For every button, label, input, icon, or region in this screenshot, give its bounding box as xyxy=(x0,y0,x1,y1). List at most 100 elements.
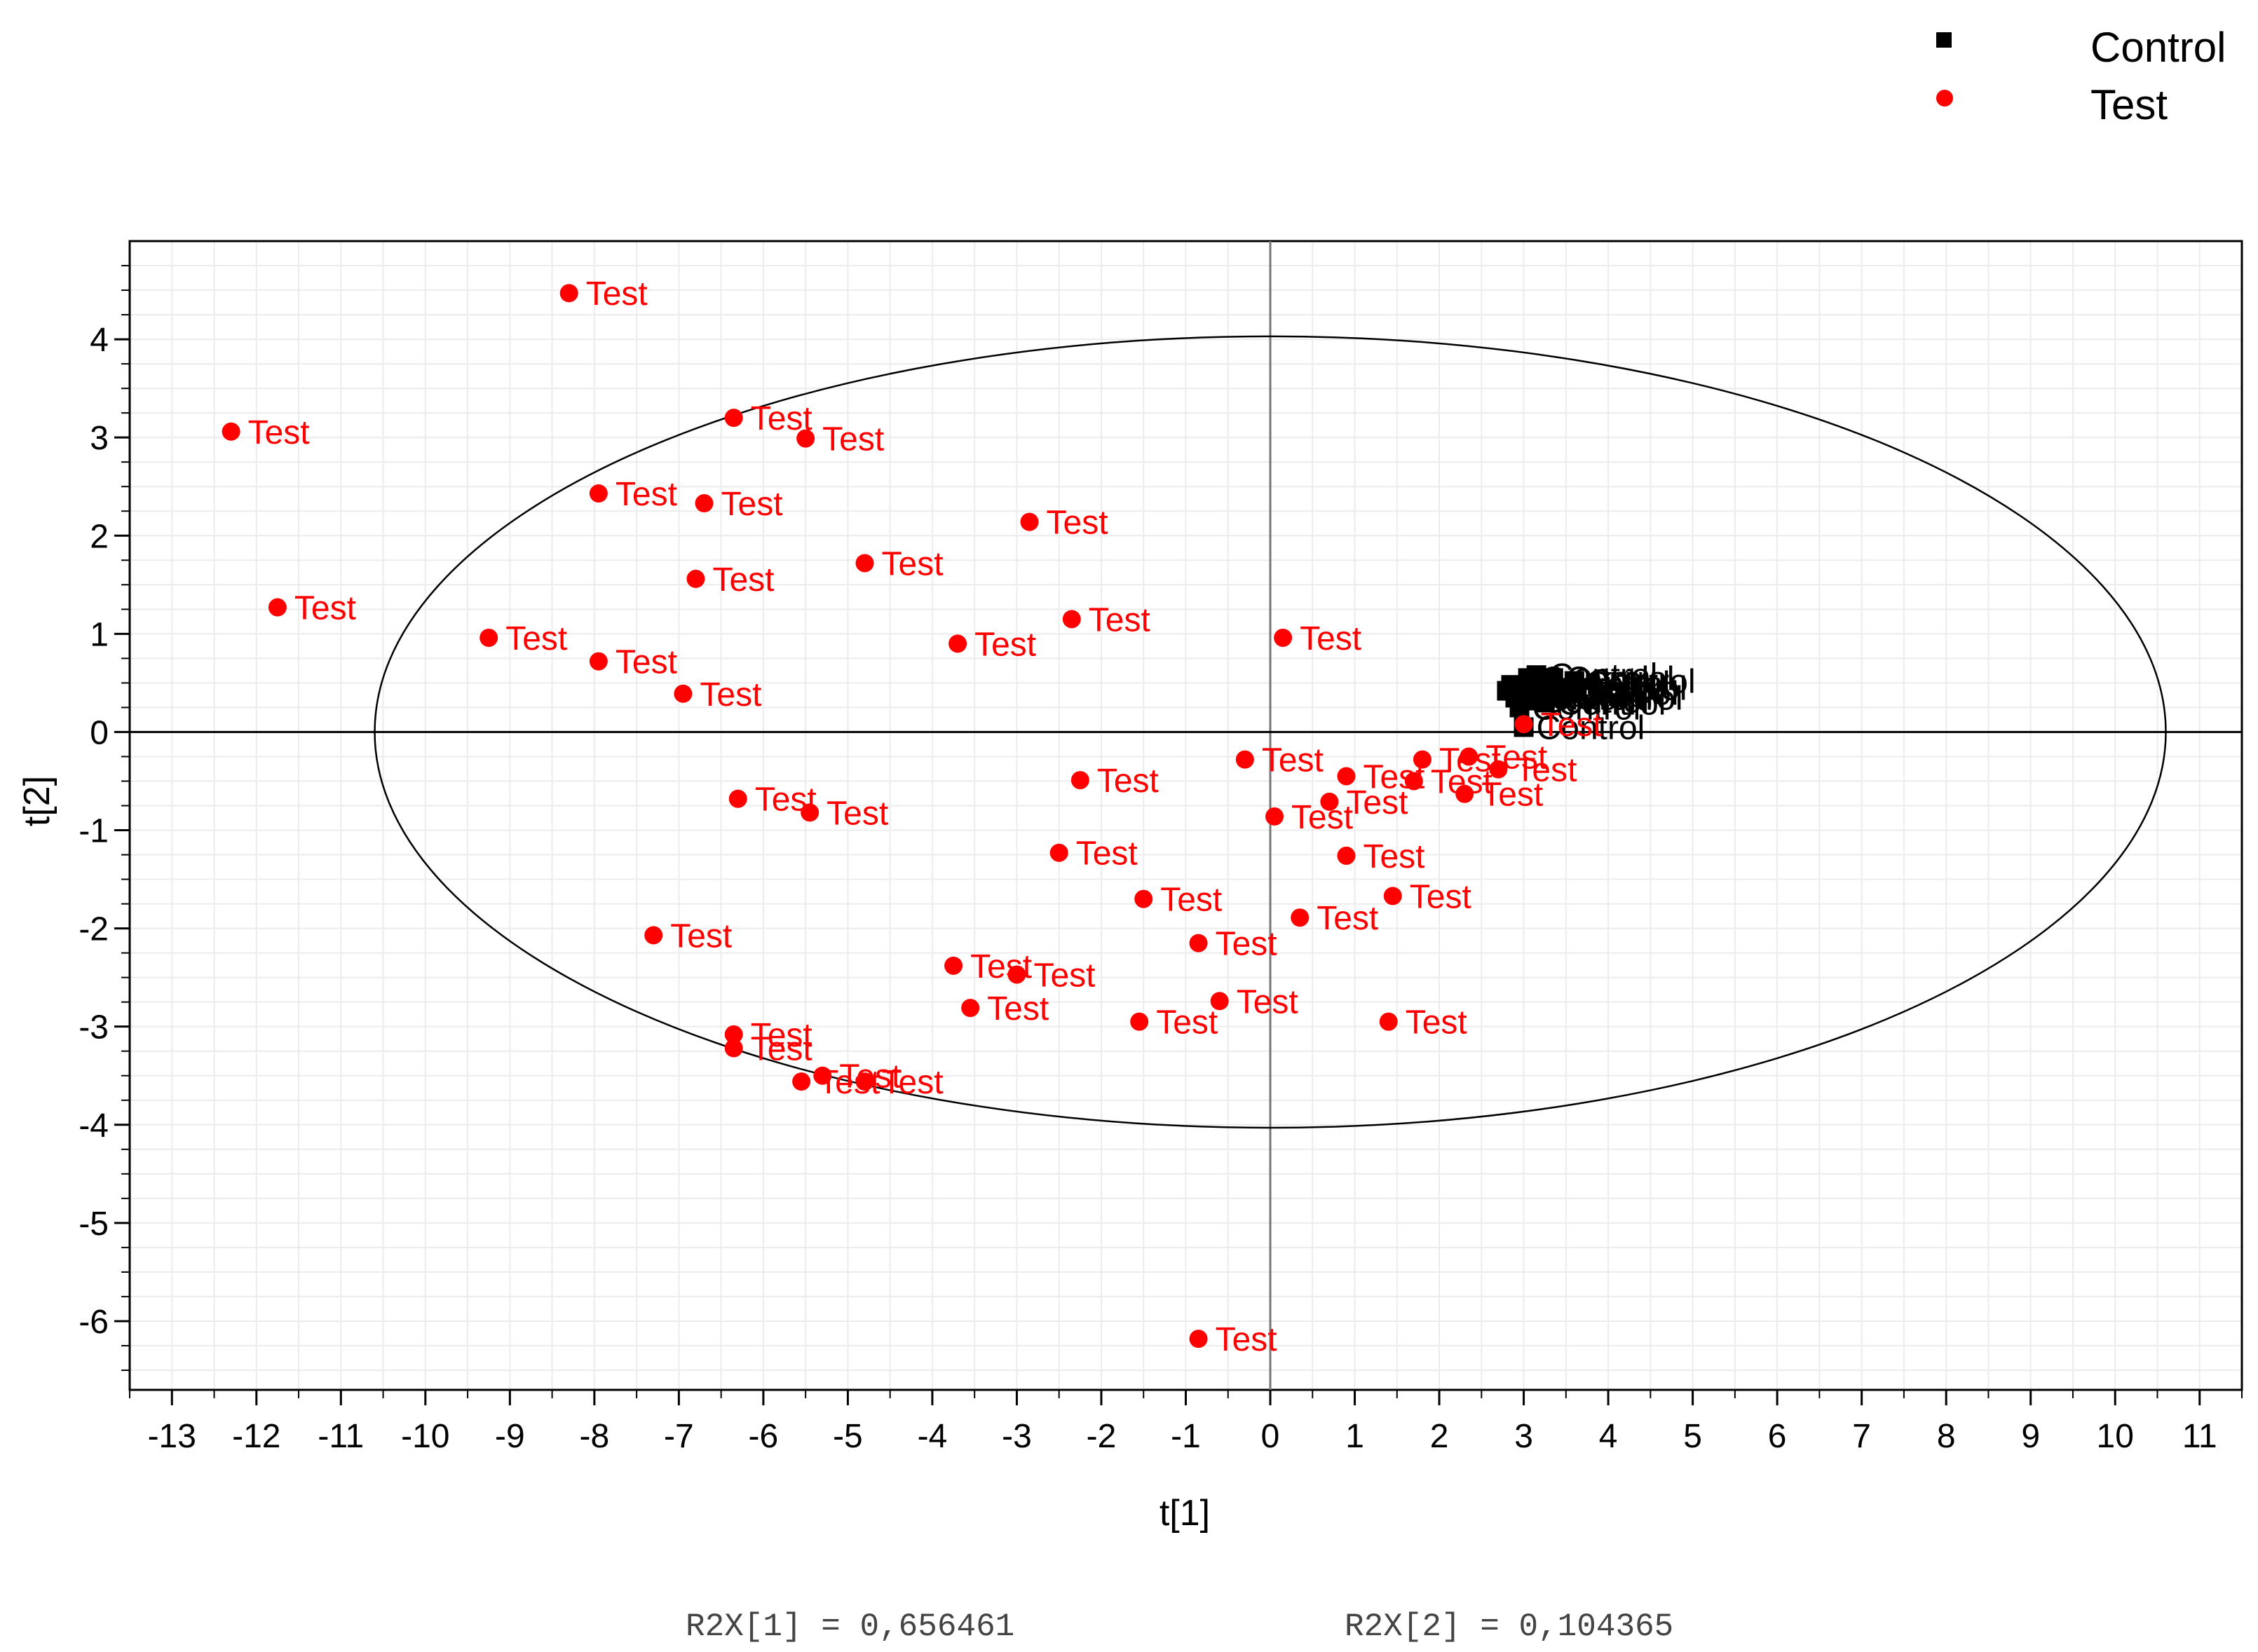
test-point xyxy=(1460,747,1478,766)
test-point-label: Test xyxy=(1410,878,1471,915)
control-point-label: Control xyxy=(1562,665,1671,702)
test-point-label: Test xyxy=(712,561,774,599)
test-point-label: Test xyxy=(505,620,567,657)
test-point xyxy=(796,429,815,448)
test-point-label: Test xyxy=(1160,882,1222,919)
control-point-label: Control xyxy=(1519,674,1628,711)
test-point xyxy=(1379,1012,1398,1031)
hotelling-ellipse-layer xyxy=(374,335,2167,1129)
control-point-label: Control xyxy=(1541,660,1650,697)
test-point xyxy=(1404,772,1423,791)
control-point-label: Control xyxy=(1570,675,1679,712)
test-point-label: Test xyxy=(818,1064,880,1101)
test-point-label: Test xyxy=(248,414,310,451)
y-tick-label: 0 xyxy=(90,714,109,751)
control-point-label: Control xyxy=(1537,709,1645,746)
test-point-label: Test xyxy=(1033,957,1095,994)
test-point-label: Test xyxy=(1363,758,1424,796)
test-point-label: Test xyxy=(1216,1321,1277,1358)
test-point-label: Test xyxy=(586,275,648,313)
legend: Control Test xyxy=(1936,24,2226,128)
test-point-label: Test xyxy=(294,590,356,627)
y-tick-label: -1 xyxy=(79,813,109,850)
test-point xyxy=(724,409,743,428)
test-point xyxy=(855,1072,874,1091)
test-point xyxy=(944,956,963,975)
hotelling-ellipse xyxy=(374,335,2167,1129)
test-point xyxy=(1070,771,1089,790)
x-tick-label: -3 xyxy=(1002,1418,1032,1455)
x-tick-label: 3 xyxy=(1514,1418,1533,1455)
test-point xyxy=(728,789,747,808)
x-tick-label: -11 xyxy=(318,1418,364,1455)
test-point xyxy=(1320,792,1339,811)
test-point-label: Test xyxy=(827,795,888,832)
test-point-label: Test xyxy=(751,1017,812,1054)
x-tick-label: 4 xyxy=(1599,1418,1618,1455)
legend-test-marker xyxy=(1936,90,1953,107)
x-tick-label: 1 xyxy=(1345,1418,1364,1455)
x-tick-label: -8 xyxy=(580,1418,610,1455)
y-axis-label: t[2] xyxy=(17,776,57,826)
y-tick-label: -6 xyxy=(79,1304,109,1341)
x-tick-label: 7 xyxy=(1852,1418,1871,1455)
test-point-label: Test xyxy=(751,400,812,437)
test-point xyxy=(1274,628,1293,647)
test-point-label: Test xyxy=(1346,784,1408,821)
y-tick-label: -4 xyxy=(79,1107,109,1145)
control-point-label: Control xyxy=(1579,670,1687,707)
x-tick-label: -2 xyxy=(1087,1418,1117,1455)
test-point-label: Test xyxy=(1541,706,1603,744)
test-point xyxy=(559,284,578,303)
test-point xyxy=(1049,843,1068,862)
test-point-label: Test xyxy=(700,676,761,714)
test-point xyxy=(1130,1012,1149,1031)
test-point xyxy=(686,569,705,588)
data-points xyxy=(222,284,1584,1349)
test-point-label: Test xyxy=(970,948,1032,985)
x-tick-label: 8 xyxy=(1937,1418,1956,1455)
x-tick-label: -5 xyxy=(833,1418,863,1455)
test-point-label: Test xyxy=(751,1031,812,1068)
control-point xyxy=(1543,668,1563,688)
y-tick-label: -2 xyxy=(79,911,109,948)
test-point xyxy=(1455,784,1474,803)
test-point-label: Test xyxy=(1363,838,1424,875)
y-tick-label: -5 xyxy=(79,1206,109,1243)
legend-test-label: Test xyxy=(2090,81,2168,128)
legend-control-label: Control xyxy=(2090,24,2226,71)
test-point xyxy=(480,628,498,647)
test-point xyxy=(1020,512,1039,531)
x-tick-label: -12 xyxy=(232,1418,280,1455)
test-point-label: Test xyxy=(882,545,944,582)
test-point xyxy=(268,598,287,617)
test-point-label: Test xyxy=(1291,799,1353,836)
test-point xyxy=(1265,807,1284,826)
test-point-label: Test xyxy=(1406,1004,1467,1042)
control-point-label: Control xyxy=(1541,683,1650,721)
r2x-1-footer: R2X[1] = 0,656461 xyxy=(686,1609,1014,1645)
test-point xyxy=(1383,887,1402,906)
control-point-label: Control xyxy=(1537,670,1645,707)
test-point xyxy=(644,926,663,945)
test-point xyxy=(1210,992,1229,1011)
test-point-label: Test xyxy=(1317,900,1378,937)
test-point xyxy=(1514,715,1533,734)
axes: -13 -12 -11 -10 -9 -8 -7 -6 -5 -4 -3 -2 -1 0 1 2 3 4 5 6 7 8 9… xyxy=(79,240,2243,1455)
control-point-label: Control xyxy=(1566,660,1675,697)
test-point xyxy=(813,1066,832,1085)
test-point-label: Test xyxy=(1481,777,1543,814)
x-tick-label: -10 xyxy=(401,1418,449,1455)
y-tick-label: 2 xyxy=(90,518,109,555)
control-point-label: Control xyxy=(1558,685,1666,722)
test-point xyxy=(1413,750,1431,769)
x-tick-label: 0 xyxy=(1261,1418,1280,1455)
test-point xyxy=(1235,750,1254,769)
test-point xyxy=(1134,889,1153,908)
test-point xyxy=(724,1025,743,1044)
test-point-label: Test xyxy=(839,1058,901,1095)
x-tick-label: -7 xyxy=(664,1418,694,1455)
control-point-label: Control xyxy=(1587,664,1696,701)
